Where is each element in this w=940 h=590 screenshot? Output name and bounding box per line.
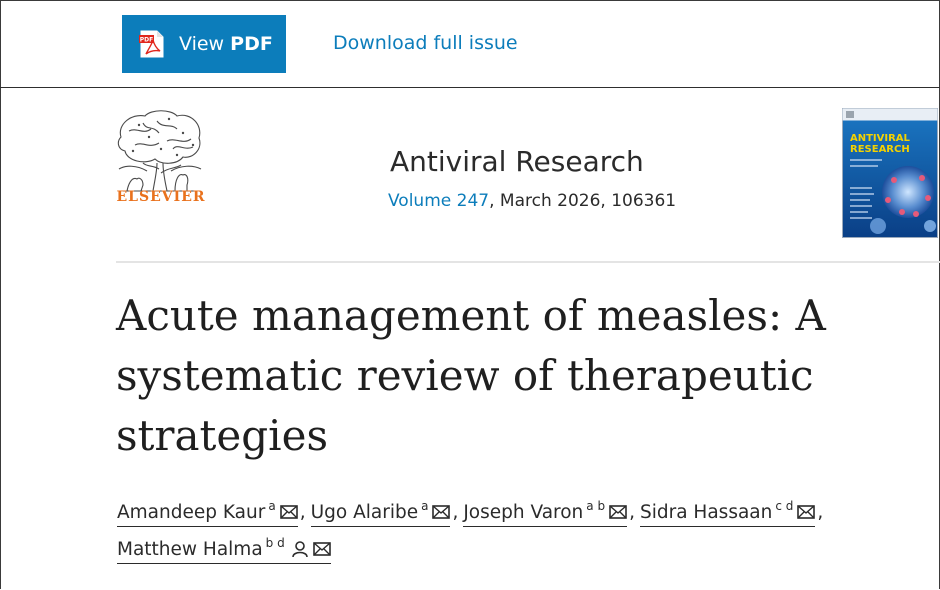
mail-icon[interactable] bbox=[432, 505, 451, 519]
author-name: Ugo Alaribe bbox=[310, 502, 419, 523]
cover-title-line1: ANTIVIRAL bbox=[850, 133, 911, 144]
author-separator: , bbox=[452, 502, 459, 523]
issue-details: , March 2026, 106361 bbox=[489, 191, 677, 211]
elsevier-wordmark: ELSEVIER bbox=[116, 189, 206, 205]
person-icon[interactable] bbox=[291, 540, 309, 558]
affiliation-marker[interactable]: c d bbox=[775, 499, 794, 513]
author-name: Amandeep Kaur bbox=[117, 502, 266, 523]
pdf-icon-label: PDF bbox=[140, 37, 153, 44]
volume-link[interactable]: Volume 247 bbox=[388, 191, 490, 211]
journal-title-link[interactable]: Antiviral Research bbox=[390, 145, 644, 178]
author-name: Matthew Halma bbox=[117, 539, 263, 560]
issue-info: Volume 247, March 2026, 106361 bbox=[388, 191, 676, 211]
affiliation-marker[interactable]: a bbox=[268, 499, 276, 513]
author-link[interactable]: Sidra Hassaan c d bbox=[639, 494, 816, 527]
mail-icon[interactable] bbox=[609, 505, 627, 519]
mail-icon[interactable] bbox=[279, 505, 298, 519]
view-pdf-label: View PDF bbox=[179, 33, 273, 55]
mail-icon[interactable] bbox=[797, 505, 816, 519]
author-list: Amandeep Kaur a, Ugo Alaribe a, Joseph Varon… bbox=[117, 494, 917, 568]
author-link[interactable]: Joseph Varon a b bbox=[463, 494, 628, 527]
view-pdf-button[interactable]: PDF View PDF bbox=[122, 15, 286, 73]
author-link[interactable]: Ugo Alaribe a bbox=[310, 494, 451, 527]
author-name: Sidra Hassaan bbox=[639, 502, 773, 523]
author-separator: , bbox=[817, 502, 824, 523]
mail-icon[interactable] bbox=[312, 542, 331, 556]
elsevier-logo[interactable] bbox=[113, 107, 205, 207]
journal-cover-image[interactable]: ANTIVIRAL RESEARCH bbox=[842, 108, 938, 238]
author-name: Joseph Varon bbox=[463, 502, 584, 523]
author-separator: , bbox=[299, 502, 306, 523]
pdf-file-icon: PDF bbox=[139, 30, 164, 58]
author-separator: , bbox=[629, 502, 635, 523]
cover-title-line2: RESEARCH bbox=[850, 144, 910, 155]
affiliation-marker[interactable]: a b bbox=[586, 499, 606, 513]
author-link[interactable]: Matthew Halma b d bbox=[117, 531, 331, 564]
author-link[interactable]: Amandeep Kaur a bbox=[117, 494, 298, 527]
article-toolbar: PDF View PDF Download full issue bbox=[0, 0, 940, 88]
affiliation-marker[interactable]: b d bbox=[265, 536, 285, 550]
header-divider bbox=[116, 261, 940, 263]
article-title: Acute management of measles: A systemati… bbox=[116, 291, 826, 460]
affiliation-marker[interactable]: a bbox=[421, 499, 429, 513]
download-full-issue-link[interactable]: Download full issue bbox=[333, 32, 518, 54]
